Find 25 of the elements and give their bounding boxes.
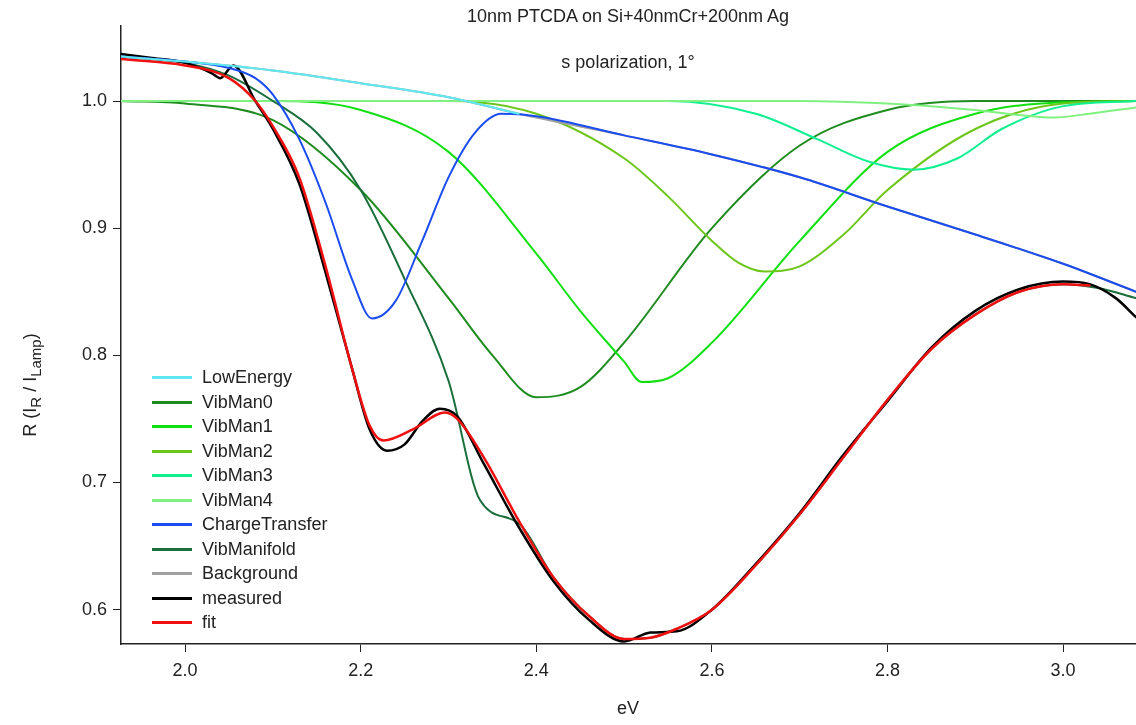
legend-label: VibMan4 xyxy=(202,489,273,511)
legend-label: LowEnergy xyxy=(202,367,293,389)
legend-label: VibMan2 xyxy=(202,440,273,462)
y-tick-label: 1.0 xyxy=(81,89,107,110)
x-tick-label: 3.0 xyxy=(1050,659,1076,680)
legend-label: VibMan1 xyxy=(202,416,273,438)
y-tick-label: 0.8 xyxy=(81,344,107,365)
y-tick-label: 0.6 xyxy=(81,598,107,619)
x-axis-title: eV xyxy=(616,698,640,719)
x-tick-label: 2.2 xyxy=(348,659,374,680)
y-tick-label: 0.9 xyxy=(81,217,107,238)
x-tick-label: 2.8 xyxy=(875,659,901,680)
legend-label: fit xyxy=(202,612,217,634)
y-tick-label: 0.7 xyxy=(81,471,107,492)
x-tick-label: 2.0 xyxy=(172,659,198,680)
x-tick-label: 2.4 xyxy=(523,659,549,680)
legend-label: measured xyxy=(202,587,283,609)
legend-label: ChargeTransfer xyxy=(202,514,328,536)
legend-label: VibMan0 xyxy=(202,391,273,413)
chart-title: 10nm PTCDA on Si+40nmCr+200nm Ag xyxy=(466,6,790,27)
text: s polarization, 1° xyxy=(561,52,695,73)
x-tick-label: 2.6 xyxy=(699,659,725,680)
legend-label: Background xyxy=(202,563,299,585)
legend-label: VibMan3 xyxy=(202,465,273,487)
legend-label: VibManifold xyxy=(202,538,296,560)
